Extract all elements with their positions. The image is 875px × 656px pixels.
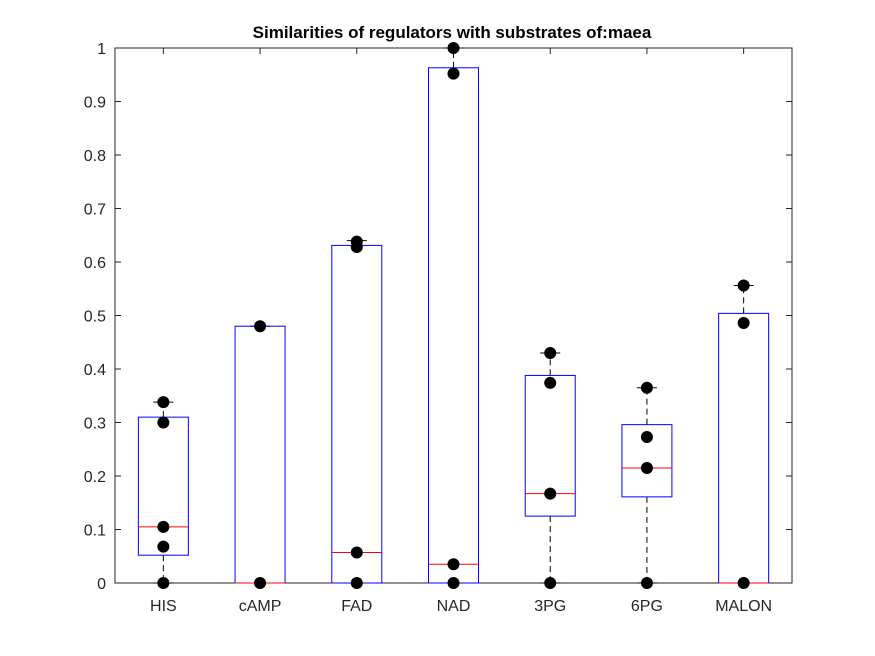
data-point-his: [157, 540, 170, 553]
x-tick-label-camp: cAMP: [239, 598, 282, 615]
data-point-6pg: [640, 430, 653, 443]
data-point-nad: [447, 42, 460, 54]
data-point-malon: [737, 316, 750, 329]
data-point-fad: [350, 235, 363, 248]
x-tick-label-6pg: 6PG: [631, 598, 663, 615]
x-tick-label-malon: MALON: [715, 598, 772, 615]
data-point-malon: [737, 577, 750, 589]
data-point-nad: [447, 577, 460, 589]
data-point-his: [157, 416, 170, 429]
data-point-3pg: [544, 577, 557, 589]
data-point-camp: [254, 320, 267, 333]
x-tick-label-fad: FAD: [341, 598, 372, 615]
data-point-fad: [350, 577, 363, 589]
y-tick-label: 0.7: [84, 202, 106, 219]
data-point-3pg: [544, 376, 557, 389]
data-point-6pg: [640, 381, 653, 394]
data-point-nad: [447, 67, 460, 80]
box-6pg: [621, 424, 673, 498]
data-point-3pg: [544, 487, 557, 500]
y-tick-label: 0: [97, 576, 106, 593]
chart-title: Similarities of regulators with substrat…: [253, 23, 652, 42]
data-point-6pg: [640, 461, 653, 474]
x-tick-label-nad: NAD: [437, 598, 471, 615]
data-point-malon: [737, 279, 750, 292]
y-tick-label: 0.9: [84, 95, 106, 112]
x-tick-label-his: HIS: [150, 598, 177, 615]
data-point-his: [157, 577, 170, 589]
y-tick-label: 0.5: [84, 309, 106, 326]
axes-frame: [114, 47, 793, 584]
y-tick-label: 0.3: [84, 416, 106, 433]
data-point-fad: [350, 546, 363, 559]
y-tick-label: 1: [97, 41, 106, 58]
data-point-nad: [447, 558, 460, 571]
plot-area: 0 0.1 0.2 0.3 0.4 0.5 0.6 0.7 0.8 0.9 1 HIS cAMP FAD N…: [84, 41, 793, 615]
data-point-his: [157, 396, 170, 409]
x-tick-label-3pg: 3PG: [534, 598, 566, 615]
data-point-camp: [254, 577, 267, 589]
y-tick-label: 0.1: [84, 523, 106, 540]
data-point-3pg: [544, 346, 557, 359]
y-tick-label: 0.8: [84, 148, 106, 165]
y-tick-label: 0.6: [84, 255, 106, 272]
data-point-6pg: [640, 577, 653, 589]
y-tick-label: 0.2: [84, 469, 106, 486]
box-3pg: [524, 374, 576, 517]
data-point-his: [157, 520, 170, 533]
y-tick-label: 0.4: [84, 362, 106, 379]
